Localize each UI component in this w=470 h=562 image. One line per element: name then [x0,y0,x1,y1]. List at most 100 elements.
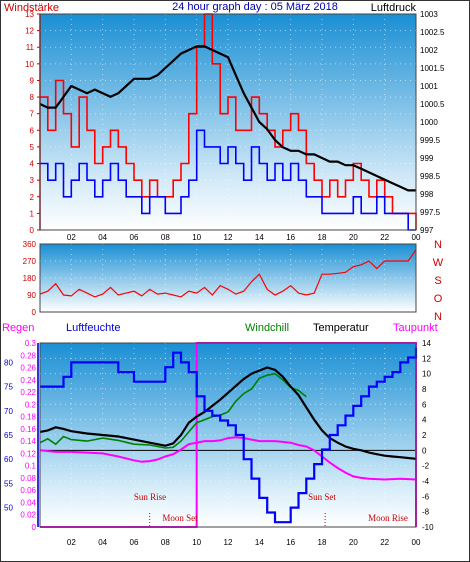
tick-label-humidity-0: 50 [4,504,13,513]
annotation-sun-set: Sun Set [308,492,336,502]
series-pressure [39,45,416,192]
tick-label-pressure-3: 998.5 [420,172,441,181]
tick-label-pressure-1: 997.5 [420,208,441,217]
x-tick-label-p3-10: 22 [380,538,389,547]
tick-label-pressure-8: 1001 [420,82,438,91]
tick-label-rain-3: 0.06 [20,486,36,495]
series-wind-mean [40,129,416,231]
compass-label-4: N [434,311,442,323]
tick-label-wind-8: 8 [30,93,35,102]
tick-label-temp-5: 0 [422,446,427,455]
tick-label-rain-1: 0.02 [20,511,36,520]
x-tick-label-p1-0: 02 [67,233,76,242]
tick-label-humidity-3: 65 [4,431,13,440]
tick-label-pressure-10: 1002 [420,46,438,55]
tick-label-pressure-12: 1003 [420,10,438,19]
compass-label-0: N [434,239,442,251]
wind-pressure-panel: 012345678910111213997997.5998998.5999999… [25,10,445,242]
tick-label-pressure-9: 1001.5 [420,64,445,73]
series-wind-gust [40,13,417,230]
tick-label-temp-12: 14 [422,339,431,348]
tick-label-rain-6: 0.12 [20,449,36,458]
legend-humidity: Luftfeuchte [66,322,120,334]
tick-label-pressure-5: 999.5 [420,136,441,145]
tick-label-temp-10: 10 [422,370,431,379]
tick-label-rain-10: 0.2 [25,400,37,409]
tick-label-wind-12: 12 [25,27,34,36]
legend-windchill: Windchill [245,322,289,334]
x-tick-label-p1-4: 10 [192,233,201,242]
tick-label-humidity-2: 60 [4,455,13,464]
tick-label-wind-11: 11 [26,43,35,52]
compass-label-1: W [433,257,444,269]
tick-label-pressure-0: 997 [420,226,434,235]
x-tick-label-p3-7: 16 [286,538,295,547]
tick-label-rain-11: 0.22 [20,388,36,397]
x-tick-label-p3-8: 18 [318,538,327,547]
tick-label-dir-2: 180 [23,274,37,283]
tick-label-temp-3: -4 [422,477,430,486]
wind-axis-title: Windstärke [4,2,59,14]
climate-panel-border [39,342,417,528]
compass-label-3: O [434,293,443,305]
tick-label-humidity-5: 75 [4,383,13,392]
x-tick-label-p1-11: 00 [412,233,421,242]
series-wind-direction [39,249,417,298]
x-tick-label-p1-3: 08 [161,233,170,242]
tick-label-temp-9: 8 [422,385,427,394]
tick-label-temp-8: 6 [422,400,427,409]
tick-label-pressure-2: 998 [420,190,434,199]
x-tick-label-p3-4: 10 [192,538,201,547]
tick-label-rain-14: 0.28 [20,351,36,360]
series-dewpoint [39,436,417,481]
legend-dewpoint: Taupunkt [393,322,438,334]
tick-label-pressure-11: 1002.5 [420,28,445,37]
tick-label-rain-8: 0.16 [20,425,36,434]
tick-label-wind-7: 7 [30,110,35,119]
tick-label-wind-2: 2 [30,193,35,202]
tick-label-rain-9: 0.18 [20,413,36,422]
tick-label-wind-1: 1 [30,209,35,218]
x-tick-label-p1-6: 14 [255,233,264,242]
tick-label-rain-12: 0.24 [20,376,36,385]
x-tick-label-p1-2: 06 [130,233,139,242]
tick-label-pressure-6: 1000 [420,118,438,127]
tick-label-dir-1: 90 [27,291,36,300]
series-humidity [40,347,418,524]
x-tick-label-p1-8: 18 [318,233,327,242]
legend-temperature: Temperatur [313,322,369,334]
x-tick-label-p1-5: 12 [224,233,233,242]
graph-title: 24 hour graph day : 05 März 2018 [172,1,338,13]
tick-label-temp-1: -8 [422,508,430,517]
annotation-moon-rise: Moon Rise [368,513,408,523]
compass-label-2: S [434,275,441,287]
x-tick-label-p3-11: 00 [412,538,421,547]
tick-label-humidity-6: 80 [4,358,13,367]
tick-label-dir-4: 360 [23,240,37,249]
tick-label-temp-2: -6 [422,492,430,501]
tick-label-temp-0: -10 [422,523,434,532]
tick-label-pressure-7: 1000.5 [420,100,445,109]
tick-label-humidity-4: 70 [4,407,13,416]
wind-panel-border [39,13,417,231]
tick-label-dir-0: 0 [32,308,37,317]
tick-label-wind-13: 13 [25,10,34,19]
annotation-sun-rise: Sun Rise [134,492,166,502]
x-tick-label-p3-6: 14 [255,538,264,547]
series-windchill [39,372,307,449]
x-tick-label-p3-0: 02 [67,538,76,547]
x-tick-label-p3-1: 04 [98,538,107,547]
legend-rain: Regen [2,322,34,334]
direction-panel-border [39,243,417,313]
tick-label-wind-5: 5 [30,143,35,152]
tick-label-rain-4: 0.08 [20,474,36,483]
x-tick-label-p1-10: 22 [380,233,389,242]
tick-label-wind-6: 6 [30,126,35,135]
tick-label-wind-9: 9 [30,76,35,85]
direction-panel-bg [40,244,416,312]
tick-label-wind-3: 3 [30,176,35,185]
series-temperature [39,366,417,460]
